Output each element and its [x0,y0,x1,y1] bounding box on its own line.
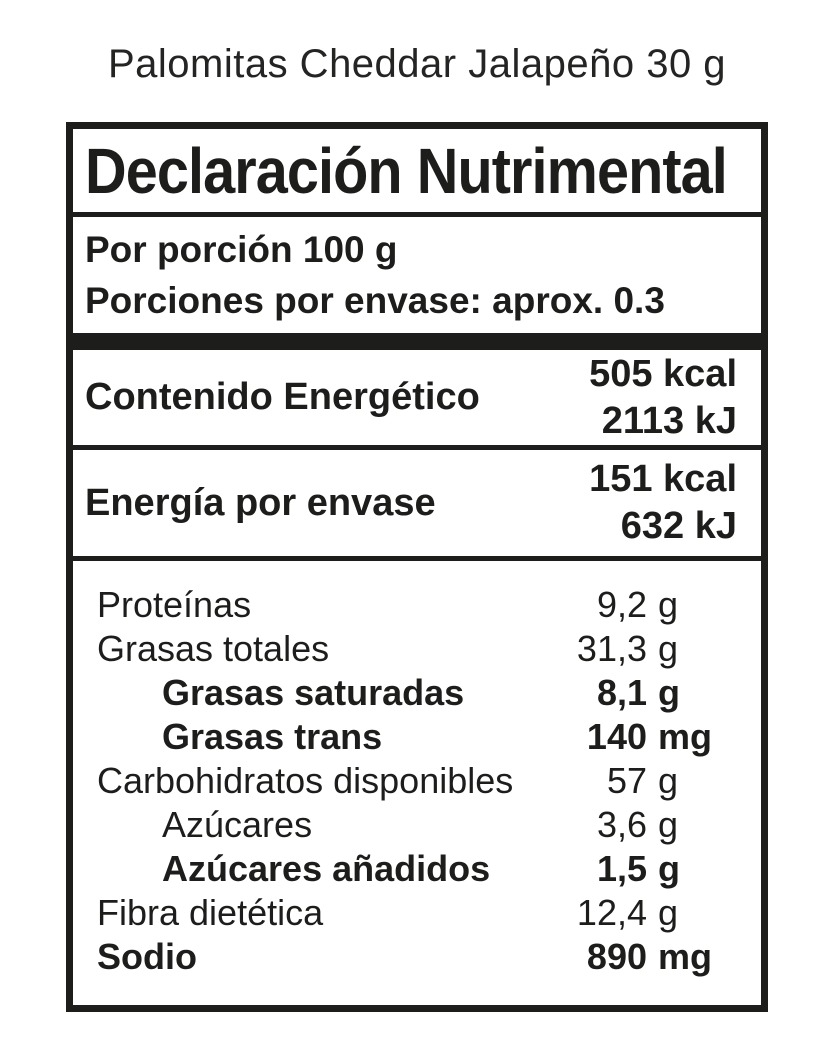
energy-row-values: 151 kcal 632 kJ [589,456,761,550]
nutrient-name: Sodio [97,936,197,977]
nutrient-unit: g [658,892,679,933]
energy-kj-value: 632 kJ [620,505,737,547]
nutrient-unit: g [658,672,680,713]
nutrient-amount: 140 [586,716,647,757]
nutrient-unit: mg [658,716,712,757]
separator-line [73,556,761,561]
label-header-title: Declaración Nutrimental [85,134,728,207]
nutrient-amount: 31,3 [576,628,647,669]
separator-line [73,212,761,217]
nutrient-name: Grasas saturadas [162,672,465,713]
serving-info: Por porción 100 g Porciones por envase: … [73,217,761,333]
label-header: Declaración Nutrimental [73,129,761,212]
product-title: Palomitas Cheddar Jalapeño 30 g [107,42,727,86]
nutrients-table: Proteínas 9,2 g Grasas totales 31,3 g Gr… [73,561,761,1005]
energy-row-values: 505 kcal 2113 kJ [589,351,761,445]
nutrient-row-trans-fat: Grasas trans 140 mg [73,715,761,759]
nutrient-unit: g [658,584,679,625]
nutrient-name: Grasas trans [162,716,383,757]
nutrient-amount: 8,1 [596,672,647,713]
energy-kcal-value: 505 kcal [589,352,737,395]
nutrient-unit: g [658,848,680,889]
thick-separator-bar [73,333,761,350]
energy-row-package: Energía por envase 151 kcal 632 kJ [73,450,761,556]
nutrient-row-sugars: Azúcares 3,6 g [73,803,761,847]
nutrient-name: Proteínas [97,584,252,625]
nutrient-amount: 1,5 [596,848,647,889]
nutrient-row-total-fat: Grasas totales 31,3 g [73,627,761,671]
energy-row-name: Contenido Energético [85,376,480,418]
energy-row-content: Contenido Energético 505 kcal 2113 kJ [73,350,761,445]
energy-kj-value: 2113 kJ [601,399,737,442]
nutrient-amount: 9,2 [596,584,647,625]
nutrient-name: Azúcares añadidos [162,848,491,889]
nutrient-unit: g [658,628,679,669]
nutrient-amount: 57 [606,760,647,801]
nutrient-row-added-sugars: Azúcares añadidos 1,5 g [73,847,761,891]
nutrient-unit: g [658,804,679,845]
nutrient-amount: 12,4 [576,892,647,933]
energy-kcal-value: 151 kcal [589,458,737,500]
servings-per-package-text: Porciones por envase: aprox. 0.3 [85,280,665,321]
nutrient-row-proteins: Proteínas 9,2 g [73,583,761,627]
energy-row-name: Energía por envase [85,481,436,524]
serving-size-text: Por porción 100 g [85,229,398,270]
nutrient-name: Azúcares [162,804,313,845]
nutrient-name: Grasas totales [97,628,330,669]
nutrient-amount: 890 [586,936,647,977]
nutrient-name: Fibra dietética [97,892,324,933]
nutrient-row-sodium: Sodio 890 mg [73,935,761,979]
nutrient-unit: mg [658,936,712,977]
nutrient-row-saturated-fat: Grasas saturadas 8,1 g [73,671,761,715]
nutrient-amount: 3,6 [596,804,647,845]
nutrient-row-carbohydrates: Carbohidratos disponibles 57 g [73,759,761,803]
nutrition-label: Declaración Nutrimental Por porción 100 … [66,122,768,1012]
nutrient-name: Carbohidratos disponibles [97,760,514,801]
nutrient-unit: g [658,760,679,801]
nutrient-row-dietary-fiber: Fibra dietética 12,4 g [73,891,761,935]
separator-line [73,445,761,450]
